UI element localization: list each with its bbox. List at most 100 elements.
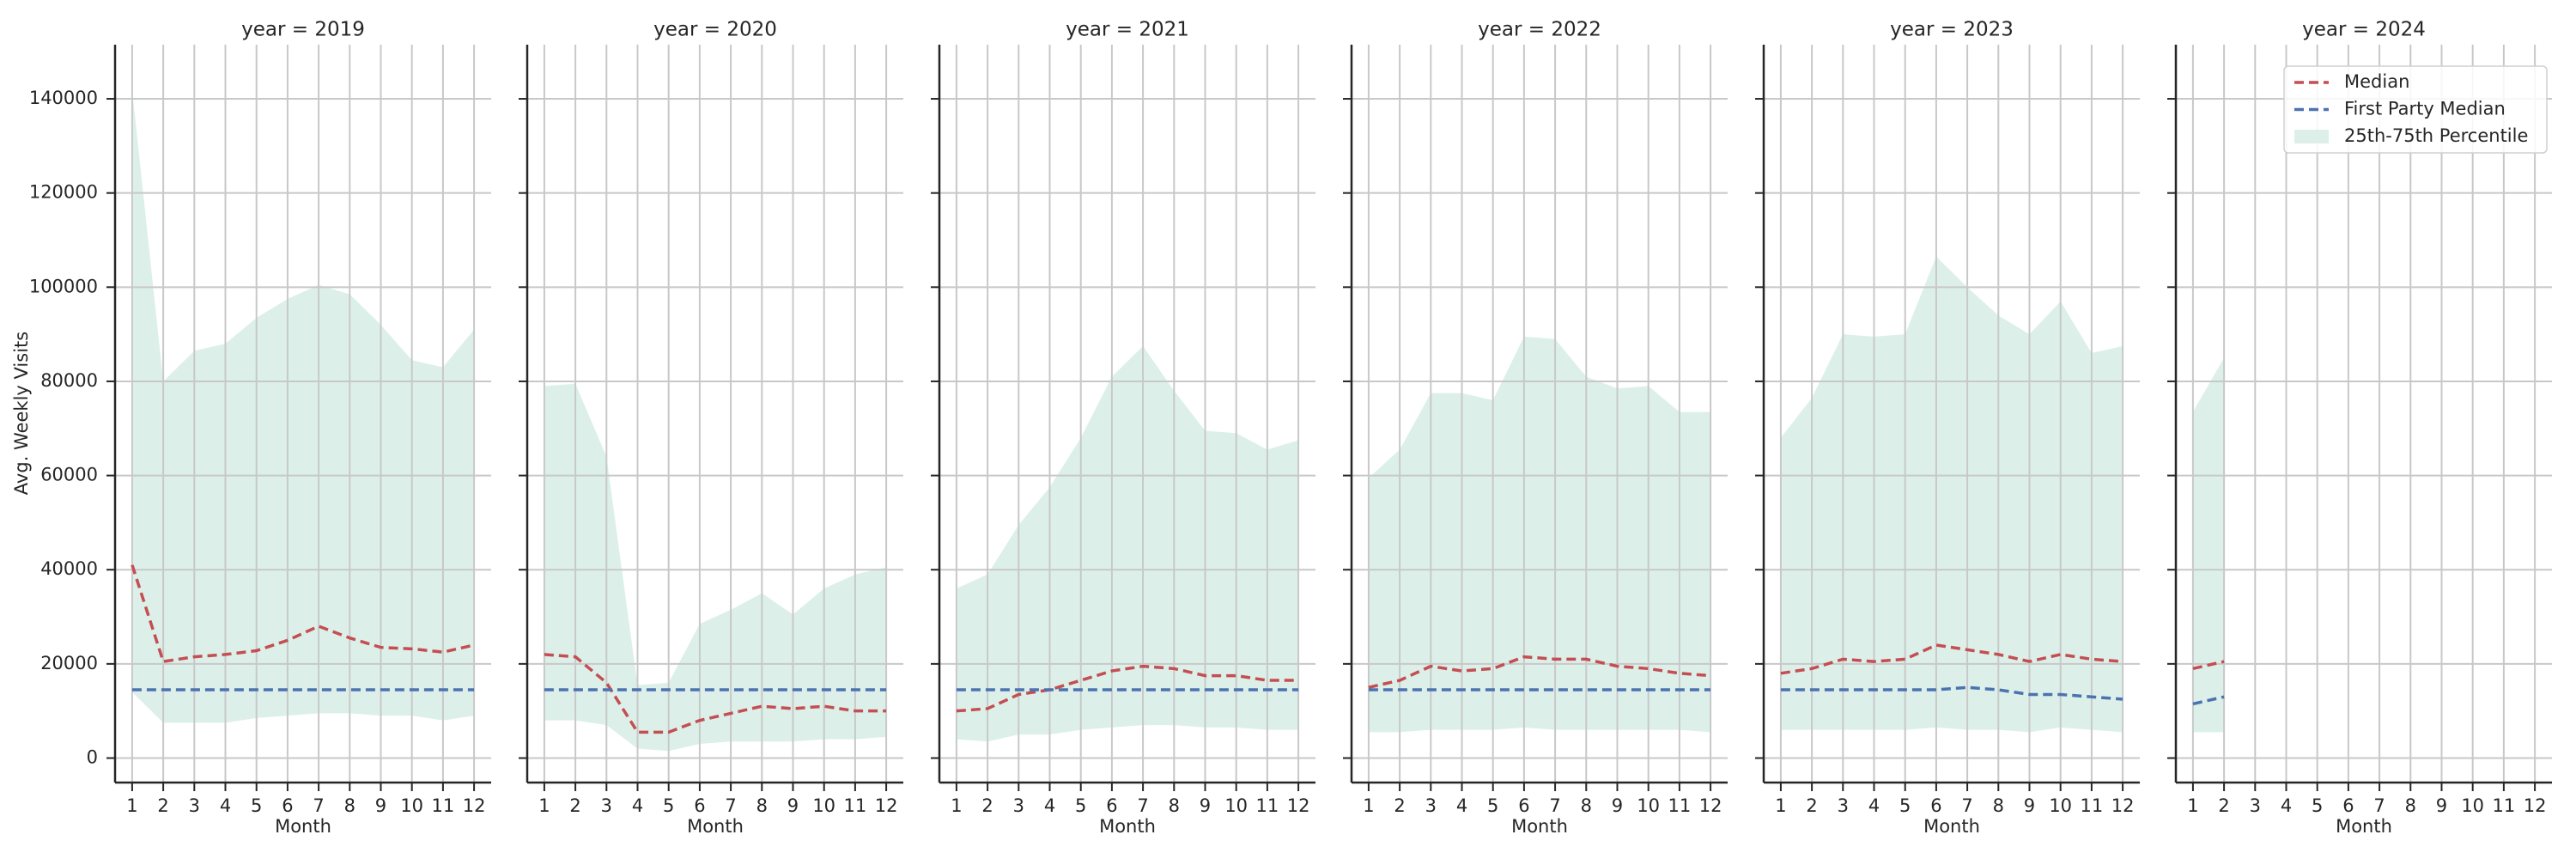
x-axis-label: Month: [275, 816, 331, 837]
x-tick-label: 12: [1699, 795, 1722, 816]
x-tick-label: 6: [694, 795, 705, 816]
x-tick-label: 4: [1868, 795, 1880, 816]
x-tick-label: 8: [2405, 795, 2416, 816]
x-tick-label: 11: [844, 795, 867, 816]
panel-title: year = 2020: [653, 19, 777, 41]
x-tick-label: 10: [812, 795, 835, 816]
panel-title: year = 2023: [1890, 19, 2014, 41]
x-tick-label: 11: [1256, 795, 1279, 816]
x-tick-label: 6: [282, 795, 293, 816]
x-tick-label: 9: [2436, 795, 2447, 816]
x-axis-label: Month: [1099, 816, 1156, 837]
x-tick-label: 6: [1106, 795, 1117, 816]
x-axis-label: Month: [1511, 816, 1568, 837]
legend-label: First Party Median: [2344, 99, 2506, 119]
percentile-band: [1368, 336, 1711, 733]
y-tick-label: 40000: [40, 558, 98, 579]
x-tick-label: 2: [1806, 795, 1817, 816]
panel-title: year = 2022: [1478, 19, 1601, 41]
x-tick-label: 1: [2187, 795, 2198, 816]
x-tick-label: 6: [2342, 795, 2354, 816]
x-tick-label: 3: [1425, 795, 1437, 816]
x-tick-label: 9: [1200, 795, 1211, 816]
panel-title: year = 2019: [241, 19, 365, 41]
x-tick-label: 9: [1612, 795, 1623, 816]
x-tick-label: 8: [1169, 795, 1180, 816]
x-tick-label: 11: [2493, 795, 2516, 816]
legend-swatch: [2294, 130, 2329, 143]
x-tick-label: 3: [2250, 795, 2261, 816]
legend-label: 25th-75th Percentile: [2344, 125, 2528, 146]
x-tick-label: 1: [538, 795, 550, 816]
x-tick-label: 12: [2111, 795, 2135, 816]
legend-label: Median: [2344, 71, 2409, 92]
x-tick-label: 5: [1899, 795, 1911, 816]
x-tick-label: 8: [344, 795, 355, 816]
x-tick-label: 9: [787, 795, 799, 816]
legend-box: [2283, 65, 2548, 154]
percentile-band: [956, 345, 1299, 742]
percentile-band: [544, 383, 887, 752]
x-tick-label: 2: [981, 795, 993, 816]
x-tick-label: 7: [725, 795, 736, 816]
x-tick-label: 9: [2024, 795, 2035, 816]
x-tick-label: 3: [601, 795, 612, 816]
x-tick-label: 7: [2373, 795, 2385, 816]
series-line: [544, 653, 887, 734]
y-tick-label: 60000: [40, 465, 98, 485]
x-tick-label: 5: [251, 795, 262, 816]
x-tick-label: 8: [1581, 795, 1592, 816]
x-tick-label: 10: [2049, 795, 2072, 816]
x-tick-label: 8: [1993, 795, 2004, 816]
x-tick-label: 4: [2281, 795, 2292, 816]
y-tick-label: 100000: [29, 276, 98, 296]
y-axis-label: Avg. Weekly Visits: [11, 332, 32, 495]
percentile-band: [2192, 357, 2225, 733]
series-line: [1780, 685, 2123, 701]
x-tick-label: 7: [1549, 795, 1560, 816]
x-tick-label: 5: [2312, 795, 2323, 816]
x-tick-label: 7: [1137, 795, 1148, 816]
x-tick-label: 2: [157, 795, 168, 816]
x-tick-label: 12: [2524, 795, 2547, 816]
x-tick-label: 10: [1637, 795, 1660, 816]
panel-title: year = 2021: [1066, 19, 1189, 41]
x-tick-label: 10: [2461, 795, 2484, 816]
x-tick-label: 2: [1394, 795, 1405, 816]
x-axis-label: Month: [2336, 816, 2392, 837]
x-tick-label: 5: [1487, 795, 1498, 816]
series-line: [1780, 643, 2123, 675]
series-line: [1368, 655, 1711, 689]
x-tick-label: 2: [569, 795, 580, 816]
x-tick-label: 12: [875, 795, 898, 816]
percentile-band: [131, 89, 475, 723]
x-tick-label: 7: [1961, 795, 1972, 816]
x-tick-label: 3: [1013, 795, 1024, 816]
x-tick-label: 1: [1775, 795, 1786, 816]
y-tick-label: 20000: [40, 653, 98, 673]
x-tick-label: 6: [1930, 795, 1941, 816]
y-tick-label: 0: [87, 746, 98, 767]
percentile-band: [1780, 256, 2123, 733]
y-tick-label: 120000: [29, 182, 98, 203]
x-tick-label: 5: [663, 795, 674, 816]
x-tick-label: 4: [1456, 795, 1467, 816]
x-tick-label: 4: [1044, 795, 1055, 816]
x-tick-label: 2: [2218, 795, 2229, 816]
x-tick-label: 6: [1518, 795, 1529, 816]
x-tick-label: 5: [1075, 795, 1086, 816]
y-tick-label: 80000: [40, 370, 98, 391]
x-tick-label: 1: [1363, 795, 1374, 816]
series-line: [2192, 660, 2225, 671]
x-tick-label: 11: [2081, 795, 2104, 816]
x-tick-label: 8: [756, 795, 768, 816]
x-tick-label: 11: [1668, 795, 1692, 816]
x-axis-label: Month: [1923, 816, 1980, 837]
x-tick-label: 1: [951, 795, 962, 816]
x-tick-label: 12: [1287, 795, 1310, 816]
x-tick-label: 4: [632, 795, 643, 816]
x-tick-label: 11: [432, 795, 455, 816]
x-tick-label: 3: [189, 795, 200, 816]
x-tick-label: 7: [313, 795, 324, 816]
